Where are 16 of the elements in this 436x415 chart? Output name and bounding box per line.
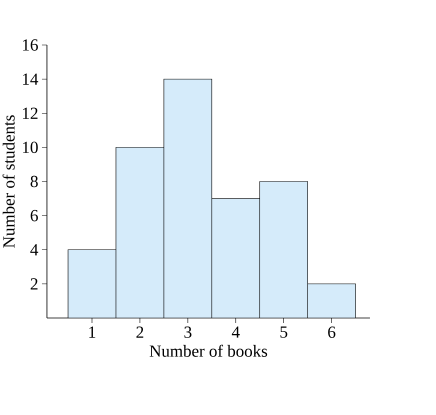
x-tick-label: 4 [232, 326, 240, 338]
x-tick-label: 3 [184, 326, 192, 338]
y-tick-label: 6 [30, 210, 38, 222]
x-tick-label: 2 [136, 326, 144, 338]
x-axis-title: Number of books [150, 344, 268, 357]
y-tick-label: 10 [22, 142, 38, 154]
y-tick-label: 2 [30, 278, 38, 290]
y-tick-label: 4 [30, 244, 38, 256]
y-tick-label: 14 [22, 74, 38, 85]
y-tick-label: 12 [22, 108, 38, 119]
x-tick-label: 6 [328, 326, 336, 338]
y-axis-title: Number of students [2, 115, 15, 248]
y-tick-label: 16 [22, 39, 38, 51]
x-tick-label: 5 [280, 326, 288, 338]
y-tick-label: 8 [30, 176, 38, 188]
x-tick-label: 1 [89, 326, 96, 338]
